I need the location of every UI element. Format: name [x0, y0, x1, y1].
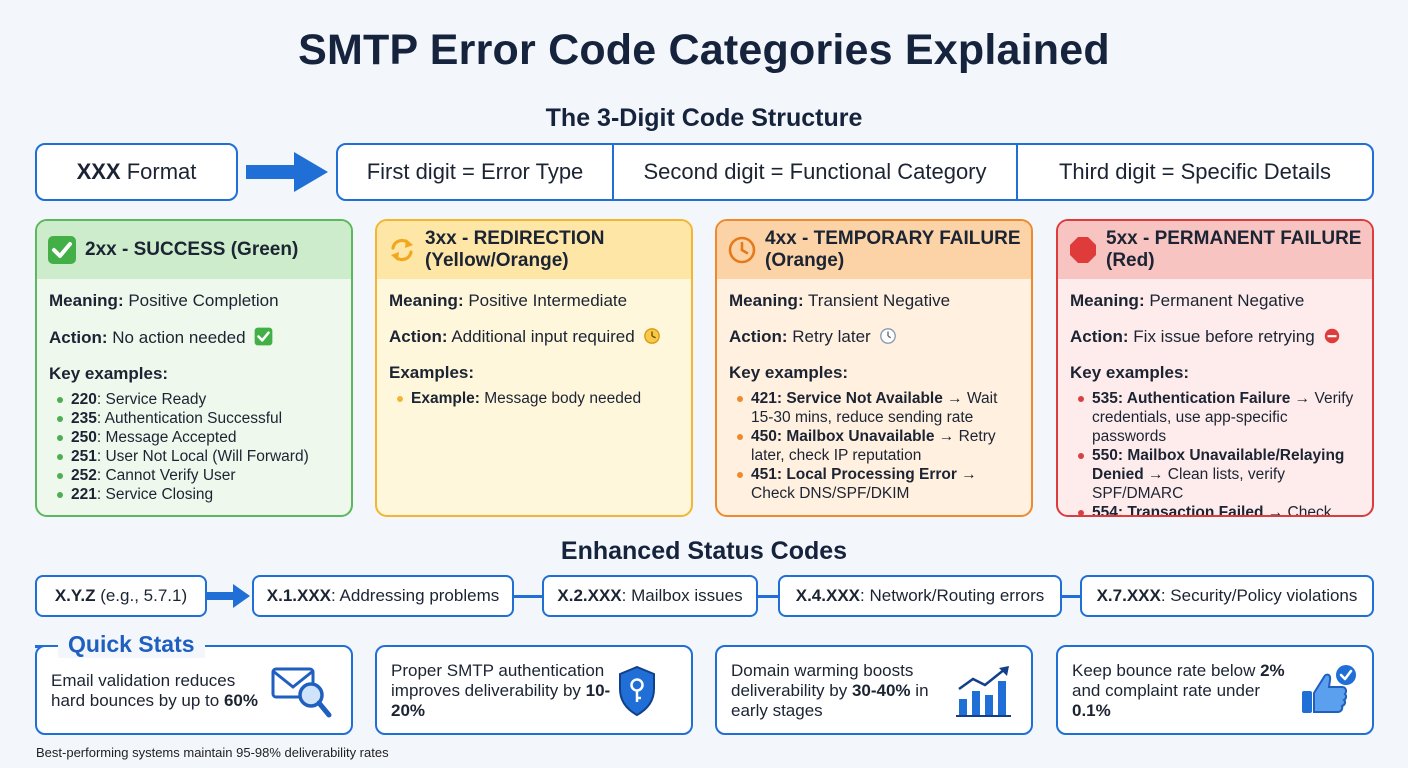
- page-title: SMTP Error Code Categories Explained: [298, 26, 1110, 74]
- enhanced-source-box: X.Y.Z (e.g., 5.7.1): [35, 575, 207, 617]
- clock-icon: [728, 236, 756, 264]
- action-value: Fix issue before retrying: [1133, 327, 1315, 346]
- structure-part-first: First digit = Error Type: [338, 145, 614, 199]
- structure-parts: First digit = Error Type Second digit = …: [336, 143, 1374, 201]
- list-item: 451: Local Processing Error → Check DNS/…: [729, 465, 1019, 503]
- enhanced-item-addressing: X.1.XXX: Addressing problems: [252, 575, 514, 617]
- list-item: 221: Service Closing: [49, 485, 339, 504]
- category-card-5xx: 5xx - PERMANENT FAILURE (Red) Meaning: P…: [1056, 219, 1374, 517]
- list-item: 554: Transaction Failed → Check blocklis…: [1070, 503, 1360, 515]
- list-item: 235: Authentication Successful: [49, 409, 339, 428]
- structure-part-third: Third digit = Specific Details: [1058, 159, 1332, 184]
- card-body: Meaning: Positive Completion Action: No …: [37, 279, 351, 504]
- card-title: 2xx - SUCCESS (Green): [85, 239, 299, 260]
- stat-card-authentication: Proper SMTP authentication improves deli…: [375, 645, 693, 735]
- category-card-3xx: 3xx - REDIRECTION (Yellow/Orange) Meanin…: [375, 219, 693, 517]
- check-icon: [48, 236, 76, 264]
- card-header: 2xx - SUCCESS (Green): [37, 221, 351, 279]
- stat-text: Keep bounce rate below 2% and complaint …: [1072, 661, 1285, 720]
- list-item: 250: Message Accepted: [49, 428, 339, 447]
- stat-text: Domain warming boosts deliverability by …: [731, 661, 929, 720]
- list-item: 220: Service Ready: [49, 390, 339, 409]
- card-title: 3xx - REDIRECTION (Yellow/Orange): [425, 228, 605, 271]
- stat-text: Proper SMTP authentication improves deli…: [391, 661, 611, 720]
- enhanced-item-network: X.4.XXX: Network/Routing errors: [778, 575, 1062, 617]
- meaning-label: Meaning:: [389, 291, 464, 310]
- examples-list: 421: Service Not Available → Wait 15-30 …: [729, 389, 1019, 503]
- connector-line: [514, 595, 542, 598]
- format-box: XXX Format: [35, 143, 238, 201]
- card-body: Meaning: Transient Negative Action: Retr…: [717, 279, 1031, 503]
- card-header: 4xx - TEMPORARY FAILURE (Orange): [717, 221, 1031, 279]
- action-label: Action:: [1070, 327, 1129, 346]
- card-title: 5xx - PERMANENT FAILURE (Red): [1106, 228, 1362, 271]
- meaning-label: Meaning:: [1070, 291, 1145, 310]
- stat-card-validation: Email validation reduces hard bounces by…: [35, 645, 353, 735]
- action-label: Action:: [49, 328, 108, 347]
- list-item: 450: Mailbox Unavailable → Retry later, …: [729, 427, 1019, 465]
- clock-icon: [880, 328, 897, 344]
- structure-part-second: Second digit = Functional Category: [614, 145, 1018, 199]
- list-item: 252: Cannot Verify User: [49, 466, 339, 485]
- redirect-arrows-icon: [391, 238, 413, 262]
- meaning-value: Positive Intermediate: [468, 291, 628, 310]
- footnote: Best-performing systems maintain 95-98% …: [36, 745, 389, 760]
- meaning-value: Permanent Negative: [1149, 291, 1305, 310]
- category-card-4xx: 4xx - TEMPORARY FAILURE (Orange) Meaning…: [715, 219, 1033, 517]
- card-body: Meaning: Permanent Negative Action: Fix …: [1058, 279, 1372, 515]
- arrow-right-icon: [207, 584, 250, 608]
- list-item: 251: User Not Local (Will Forward): [49, 447, 339, 466]
- action-label: Action:: [729, 327, 788, 346]
- enhanced-item-mailbox: X.2.XXX: Mailbox issues: [542, 575, 758, 617]
- action-value: No action needed: [112, 328, 246, 347]
- list-item: 550: Mailbox Unavailable/Relaying Denied…: [1070, 446, 1360, 503]
- structure-heading: The 3-Digit Code Structure: [545, 104, 863, 132]
- list-item: 535: Authentication Failure → Verify cre…: [1070, 389, 1360, 446]
- examples-label: Key examples:: [1070, 363, 1190, 382]
- meaning-label: Meaning:: [49, 291, 124, 310]
- shield-key-icon: [619, 665, 655, 717]
- card-header: 5xx - PERMANENT FAILURE (Red): [1058, 221, 1372, 279]
- action-label: Action:: [389, 327, 448, 346]
- examples-list: Example: Message body needed: [389, 389, 679, 408]
- card-header: 3xx - REDIRECTION (Yellow/Orange): [377, 221, 691, 279]
- meaning-value: Positive Completion: [128, 291, 279, 310]
- examples-label: Examples:: [389, 363, 475, 382]
- enhanced-heading: Enhanced Status Codes: [560, 537, 848, 565]
- check-icon: [254, 327, 273, 346]
- stat-text: Email validation reduces hard bounces by…: [51, 671, 258, 710]
- examples-label: Key examples:: [729, 363, 849, 382]
- examples-list: 220: Service Ready 235: Authentication S…: [49, 390, 339, 504]
- action-value: Additional input required: [451, 327, 635, 346]
- list-item: Example: Message body needed: [389, 389, 679, 408]
- stop-circle-icon: [1325, 328, 1340, 344]
- action-value: Retry later: [792, 327, 871, 346]
- thumbs-up-icon: [1302, 665, 1356, 713]
- card-title: 4xx - TEMPORARY FAILURE (Orange): [765, 228, 1021, 271]
- stop-sign-icon: [1070, 237, 1096, 263]
- card-body: Meaning: Positive Intermediate Action: A…: [377, 279, 691, 408]
- connector-line: [1062, 595, 1080, 598]
- format-suffix: Format: [120, 159, 197, 184]
- connector-line: [758, 595, 778, 598]
- hourglass-icon: [644, 328, 661, 344]
- examples-label: Key examples:: [49, 364, 169, 383]
- stat-card-domain-warming: Domain warming boosts deliverability by …: [715, 645, 1033, 735]
- quick-stats-heading: Quick Stats: [58, 631, 205, 658]
- category-card-2xx: 2xx - SUCCESS (Green) Meaning: Positive …: [35, 219, 353, 517]
- envelope-magnifier-icon: [271, 667, 332, 718]
- arrow-right-icon: [246, 152, 328, 192]
- growth-chart-icon: [956, 666, 1011, 717]
- examples-list: 535: Authentication Failure → Verify cre…: [1070, 389, 1360, 515]
- enhanced-item-security: X.7.XXX: Security/Policy violations: [1080, 575, 1374, 617]
- list-item: 421: Service Not Available → Wait 15-30 …: [729, 389, 1019, 427]
- format-code: XXX: [76, 159, 121, 184]
- meaning-value: Transient Negative: [808, 291, 951, 310]
- stat-card-bounce-rate: Keep bounce rate below 2% and complaint …: [1056, 645, 1374, 735]
- meaning-label: Meaning:: [729, 291, 804, 310]
